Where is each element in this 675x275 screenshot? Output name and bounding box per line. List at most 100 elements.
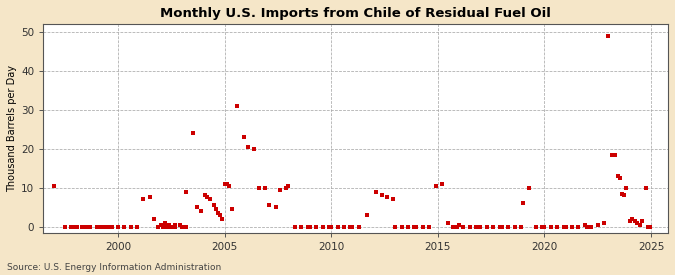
Point	[612, 174, 623, 178]
Point	[138, 197, 149, 202]
Point	[339, 224, 350, 229]
Point	[582, 224, 593, 229]
Point	[558, 224, 569, 229]
Point	[100, 224, 111, 229]
Point	[503, 224, 514, 229]
Point	[65, 224, 76, 229]
Y-axis label: Thousand Barrels per Day: Thousand Barrels per Day	[7, 65, 17, 192]
Point	[253, 185, 264, 190]
Point	[161, 224, 172, 229]
Point	[626, 217, 637, 221]
Point	[85, 224, 96, 229]
Point	[213, 211, 223, 215]
Point	[624, 219, 635, 223]
Point	[323, 224, 334, 229]
Point	[157, 224, 168, 229]
Point	[573, 224, 584, 229]
Point	[560, 224, 571, 229]
Point	[113, 224, 124, 229]
Point	[454, 222, 464, 227]
Point	[599, 221, 610, 225]
Point	[635, 222, 646, 227]
Point	[362, 213, 373, 217]
Point	[448, 224, 458, 229]
Point	[159, 221, 170, 225]
Point	[119, 224, 130, 229]
Point	[78, 224, 89, 229]
Point	[387, 197, 398, 202]
Point	[458, 224, 468, 229]
Point	[148, 217, 159, 221]
Point	[619, 193, 630, 198]
Point	[310, 224, 321, 229]
Point	[91, 224, 102, 229]
Point	[211, 207, 221, 211]
Point	[494, 224, 505, 229]
Point	[617, 191, 628, 196]
Point	[126, 224, 136, 229]
Point	[641, 185, 651, 190]
Point	[144, 195, 155, 200]
Point	[82, 224, 93, 229]
Point	[249, 147, 260, 151]
Point	[452, 224, 462, 229]
Point	[645, 224, 655, 229]
Point	[537, 224, 547, 229]
Point	[630, 219, 641, 223]
Point	[518, 201, 529, 205]
Point	[270, 205, 281, 209]
Point	[281, 185, 292, 190]
Point	[98, 224, 109, 229]
Point	[475, 224, 486, 229]
Point	[610, 152, 620, 157]
Point	[59, 224, 70, 229]
Point	[603, 33, 614, 38]
Point	[437, 182, 448, 186]
Point	[176, 224, 187, 229]
Point	[153, 224, 164, 229]
Text: Source: U.S. Energy Information Administration: Source: U.S. Energy Information Administ…	[7, 263, 221, 272]
Point	[221, 182, 232, 186]
Point	[496, 224, 507, 229]
Point	[163, 222, 174, 227]
Title: Monthly U.S. Imports from Chile of Residual Fuel Oil: Monthly U.S. Imports from Chile of Resid…	[160, 7, 551, 20]
Point	[539, 224, 549, 229]
Point	[345, 224, 356, 229]
Point	[132, 224, 142, 229]
Point	[70, 224, 80, 229]
Point	[621, 185, 632, 190]
Point	[202, 195, 213, 200]
Point	[232, 104, 243, 108]
Point	[606, 152, 617, 157]
Point	[417, 224, 428, 229]
Point	[443, 221, 454, 225]
Point	[72, 224, 83, 229]
Point	[93, 224, 104, 229]
Point	[643, 224, 653, 229]
Point	[215, 213, 225, 217]
Point	[170, 224, 181, 229]
Point	[302, 224, 313, 229]
Point	[296, 224, 306, 229]
Point	[411, 224, 422, 229]
Point	[196, 209, 207, 213]
Point	[551, 224, 562, 229]
Point	[332, 224, 343, 229]
Point	[396, 224, 407, 229]
Point	[290, 224, 300, 229]
Point	[174, 222, 185, 227]
Point	[377, 193, 387, 198]
Point	[371, 189, 381, 194]
Point	[119, 224, 130, 229]
Point	[615, 176, 626, 180]
Point	[464, 224, 475, 229]
Point	[488, 224, 499, 229]
Point	[200, 193, 211, 198]
Point	[424, 224, 435, 229]
Point	[326, 224, 337, 229]
Point	[260, 185, 271, 190]
Point	[187, 131, 198, 135]
Point	[113, 224, 124, 229]
Point	[531, 224, 541, 229]
Point	[181, 189, 192, 194]
